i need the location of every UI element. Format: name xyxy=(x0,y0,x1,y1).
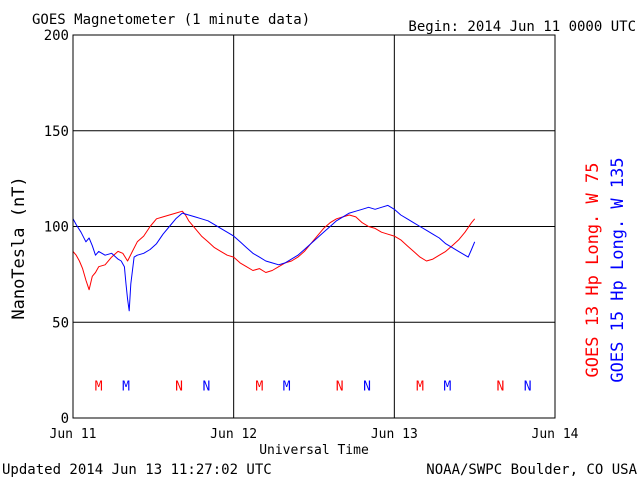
marker-m: M xyxy=(443,379,451,394)
series-line-2 xyxy=(72,204,476,312)
marker-n: N xyxy=(202,379,210,394)
begin-label: Begin: 2014 Jun 11 0000 UTC xyxy=(408,19,636,35)
x-tick-label: Jun 14 xyxy=(532,427,579,442)
y-tick-label: 100 xyxy=(44,220,69,236)
series-line-1 xyxy=(72,210,476,291)
chart-title: GOES Magnetometer (1 minute data) xyxy=(32,12,310,28)
y-tick-labels: 0 50 100 150 200 xyxy=(44,28,69,427)
x-axis-label: Universal Time xyxy=(259,443,369,458)
legend-entry-1: GOES 13 Hp Long. W 75 xyxy=(583,163,603,378)
x-tick-labels: Jun 11 Jun 12 Jun 13 Jun 14 xyxy=(50,427,579,442)
marker-m: M xyxy=(416,379,424,394)
y-tick-label: 0 xyxy=(61,411,69,427)
marker-n: N xyxy=(336,379,344,394)
plot-frame xyxy=(72,34,556,419)
y-axis-label: NanoTesla (nT) xyxy=(9,176,29,319)
updated-label: Updated 2014 Jun 13 11:27:02 UTC xyxy=(2,462,272,478)
marker-n: N xyxy=(496,379,504,394)
grid xyxy=(73,35,555,418)
y-tick-label: 200 xyxy=(44,28,69,44)
marker-n: N xyxy=(175,379,183,394)
series-lines xyxy=(72,204,476,312)
y-tick-label: 150 xyxy=(44,124,69,140)
x-tick-label: Jun 11 xyxy=(50,427,97,442)
x-tick-label: Jun 13 xyxy=(371,427,418,442)
marker-m: M xyxy=(95,379,103,394)
marker-m: M xyxy=(283,379,291,394)
legend: GOES 13 Hp Long. W 75 GOES 15 Hp Long. W … xyxy=(583,157,628,382)
y-tick-label: 50 xyxy=(52,315,69,331)
marker-n: N xyxy=(524,379,532,394)
source-label: NOAA/SWPC Boulder, CO USA xyxy=(426,462,637,478)
marker-m: M xyxy=(122,379,130,394)
marker-n: N xyxy=(363,379,371,394)
legend-entry-2: GOES 15 Hp Long. W 135 xyxy=(608,157,628,382)
x-tick-label: Jun 12 xyxy=(210,427,257,442)
marker-m: M xyxy=(255,379,263,394)
